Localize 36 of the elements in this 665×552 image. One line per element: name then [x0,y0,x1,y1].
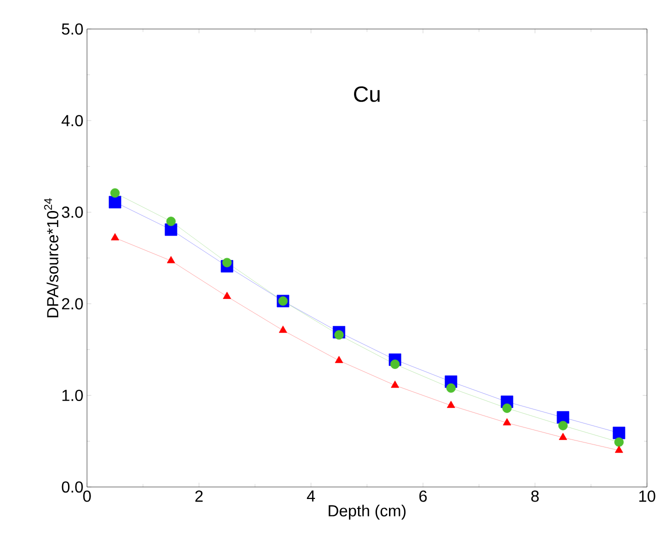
y-tick-label: 1.0 [62,390,83,402]
y-axis-title: DPA/source*10$^{24}$ [44,198,58,318]
point [390,380,400,388]
point [108,196,122,208]
point [446,400,456,408]
point [334,330,344,340]
point [110,188,120,198]
point [558,432,568,440]
point [222,292,232,299]
point [614,446,624,453]
point [166,256,176,264]
x-tick-label: 4 [306,490,315,502]
x-tick-label: 10 [639,490,656,502]
point [502,404,512,413]
point [446,383,456,393]
x-tick-label: 0 [83,490,91,502]
x-tick-label: 8 [531,490,539,502]
point [558,420,568,430]
y-tick-label: 0.0 [62,481,83,493]
y-tick-label: 3.0 [62,206,83,218]
point [334,356,344,364]
x-tick-label: 6 [419,490,427,502]
y-tick-label: 2.0 [62,298,83,310]
x-axis-title: Depth (cm) [328,504,406,520]
y-tick-label: 4.0 [62,114,83,126]
point [614,437,624,447]
point [222,258,232,268]
point [166,216,176,226]
point [612,426,626,440]
point [390,360,400,369]
point [278,326,288,333]
point [110,233,120,240]
text: Cu [354,86,380,102]
y-tick-label: 5.0 [62,23,83,35]
point [502,418,512,426]
x-tick-label: 2 [195,490,203,502]
